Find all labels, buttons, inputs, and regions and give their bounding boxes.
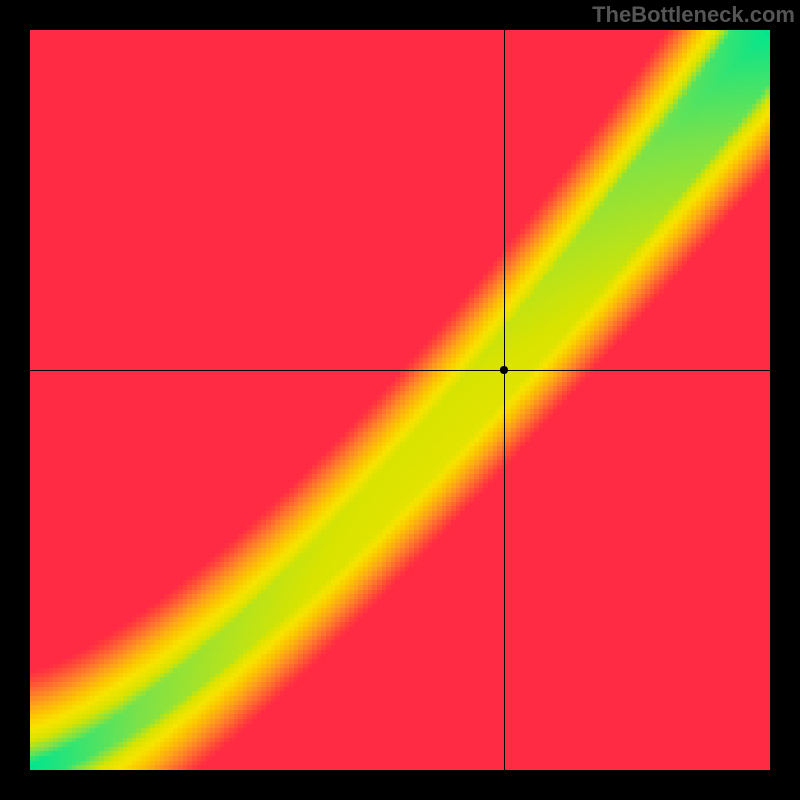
- bottleneck-heatmap: [0, 0, 800, 800]
- chart-container: { "canvas": { "width": 800, "height": 80…: [0, 0, 800, 800]
- watermark-text: TheBottleneck.com: [592, 2, 795, 28]
